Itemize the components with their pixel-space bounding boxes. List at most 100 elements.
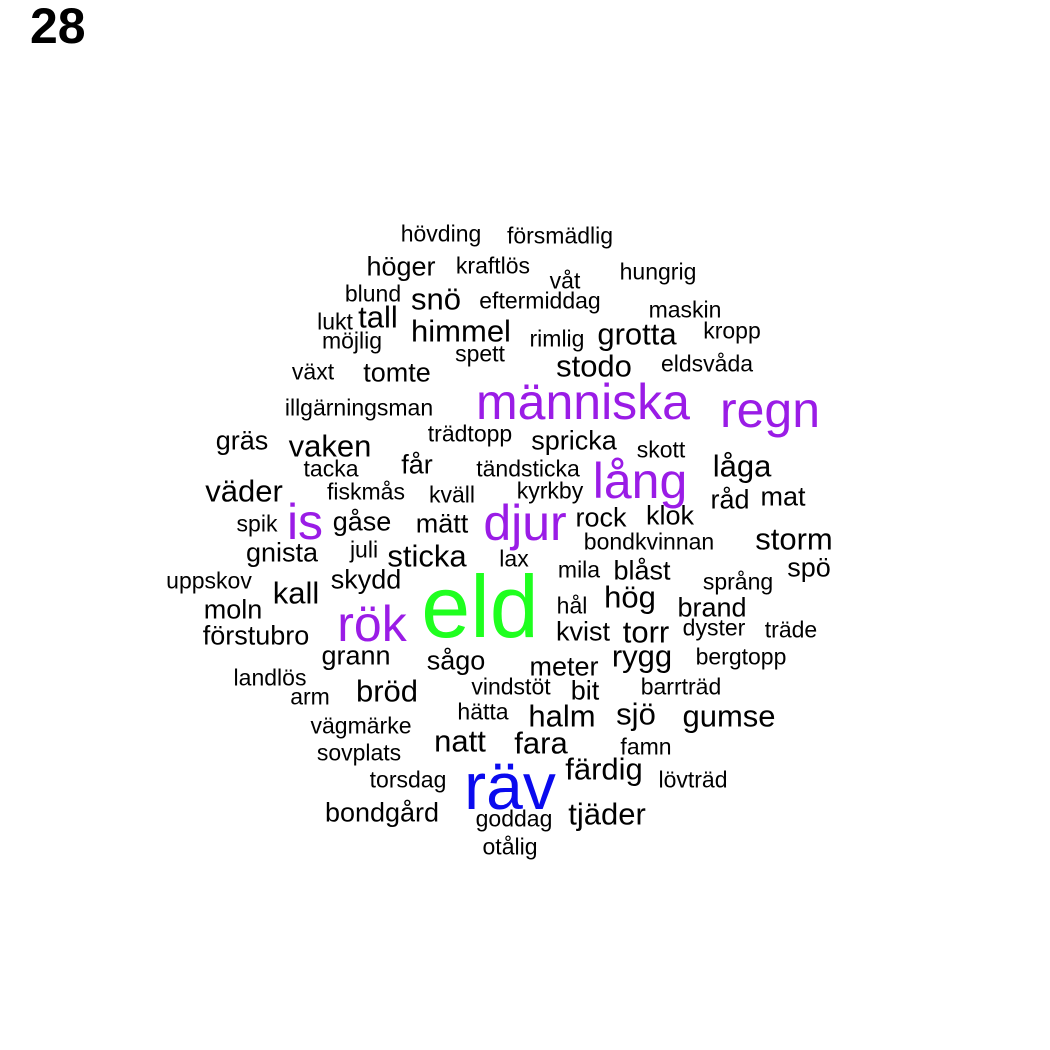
word-kropp: kropp (703, 317, 761, 344)
word-grann: grann (321, 640, 391, 671)
word-barrträd: barrträd (640, 673, 722, 700)
word-människa: människa (476, 374, 690, 430)
word-kväll: kväll (428, 481, 476, 508)
word-moln: moln (203, 594, 263, 625)
word-trädtopp: trädtopp (427, 420, 513, 447)
word-mat: mat (760, 481, 806, 512)
word-mätt: mätt (415, 508, 469, 539)
word-lövträd: lövträd (658, 766, 728, 793)
word-grotta: grotta (597, 316, 677, 352)
word-gåse: gåse (332, 506, 392, 537)
word-hövding: hövding (400, 220, 482, 247)
word-blund: blund (344, 280, 402, 307)
word-brand: brand (677, 592, 747, 623)
panel-number: 28 (30, 0, 86, 54)
word-kvist: kvist (556, 616, 610, 647)
word-träde: träde (764, 616, 818, 643)
word-språng: språng (702, 568, 774, 595)
word-hög: hög (604, 579, 656, 615)
word-kyrkby: kyrkby (516, 477, 584, 504)
word-spett: spett (455, 340, 505, 367)
word-arm: arm (290, 683, 330, 710)
word-får: får (401, 449, 433, 480)
word-lukt: lukt (317, 308, 353, 335)
word-rimlig: rimlig (529, 325, 585, 352)
word-maskin: maskin (648, 296, 722, 323)
word-regn: regn (719, 382, 821, 438)
word-vaken: vaken (288, 428, 372, 464)
word-växt: växt (291, 358, 335, 385)
word-våt: våt (549, 267, 581, 294)
word-vägmärke: vägmärke (310, 712, 412, 739)
word-förstubro: förstubro (202, 620, 310, 651)
word-landlös: landlös (233, 664, 307, 691)
word-spö: spö (787, 552, 831, 583)
word-möjlig: möjlig (321, 327, 383, 354)
word-meter: meter (529, 651, 599, 682)
word-eldsvåda: eldsvåda (660, 350, 754, 377)
word-sjö: sjö (616, 696, 656, 732)
word-lång: lång (592, 453, 688, 509)
word-bondkvinnan: bondkvinnan (583, 528, 715, 555)
word-tall: tall (358, 299, 398, 335)
word-rygg: rygg (611, 638, 673, 674)
word-juli: juli (349, 536, 379, 563)
word-skydd: skydd (330, 564, 402, 595)
word-gräs: gräs (215, 425, 269, 456)
word-djur: djur (483, 495, 567, 551)
word-fara: fara (514, 725, 568, 761)
word-fiskmås: fiskmås (327, 478, 405, 505)
word-himmel: himmel (411, 313, 511, 349)
word-spik: spik (236, 510, 278, 537)
word-lax: lax (499, 545, 529, 572)
word-skott: skott (636, 436, 686, 463)
word-bit: bit (570, 675, 600, 706)
word-sågo: sågo (426, 645, 486, 676)
word-bergtopp: bergtopp (695, 643, 787, 670)
word-tjäder: tjäder (568, 796, 646, 832)
word-tomte: tomte (363, 357, 431, 388)
word-höger: höger (366, 251, 436, 282)
word-låga: låga (712, 448, 772, 484)
word-torr: torr (622, 614, 670, 650)
word-bondgård: bondgård (324, 797, 440, 828)
word-spricka: spricka (531, 425, 617, 456)
word-is: is (286, 494, 324, 550)
word-stodo: stodo (556, 348, 632, 384)
word-vindstöt: vindstöt (471, 673, 551, 700)
word-hätta: hätta (457, 698, 509, 725)
word-väder: väder (205, 473, 283, 509)
word-halm: halm (528, 698, 596, 734)
word-uppskov: uppskov (166, 567, 252, 594)
word-sticka: sticka (387, 538, 467, 574)
word-gumse: gumse (682, 698, 776, 734)
word-kall: kall (272, 575, 320, 611)
word-famn: famn (620, 733, 672, 760)
word-eld: eld (421, 557, 539, 656)
word-kraftlös: kraftlös (455, 252, 531, 279)
word-gnista: gnista (245, 537, 319, 568)
word-hungrig: hungrig (619, 258, 697, 285)
word-räv: räv (464, 749, 556, 823)
word-torsdag: torsdag (369, 766, 447, 793)
word-eftermiddag: eftermiddag (479, 287, 601, 314)
word-hål: hål (556, 592, 588, 619)
word-sovplats: sovplats (316, 739, 402, 766)
word-tändsticka: tändsticka (476, 455, 580, 482)
word-goddag: goddag (475, 805, 553, 832)
word-snö: snö (411, 281, 461, 317)
word-färdig: färdig (565, 751, 643, 787)
word-råd: råd (710, 484, 750, 515)
word-illgärningsman: illgärningsman (284, 394, 434, 421)
word-rock: rock (575, 502, 627, 533)
word-dyster: dyster (682, 614, 746, 641)
word-rök: rök (337, 596, 407, 652)
word-bröd: bröd (355, 673, 419, 709)
word-blåst: blåst (613, 555, 671, 586)
word-natt: natt (434, 723, 486, 759)
word-storm: storm (755, 521, 833, 557)
word-mila: mila (557, 556, 601, 583)
word-otålig: otålig (482, 833, 538, 860)
word-försmädlig: försmädlig (506, 222, 614, 249)
